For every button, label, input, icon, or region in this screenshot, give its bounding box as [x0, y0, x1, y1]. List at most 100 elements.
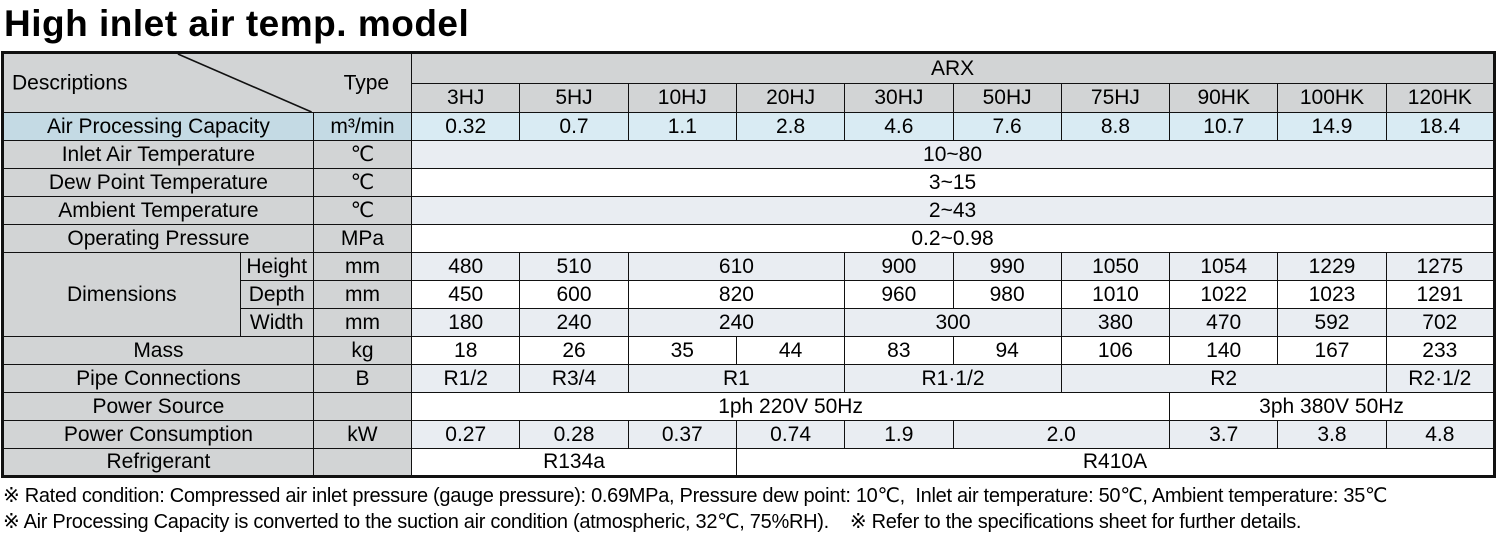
- value-cell: 450: [411, 280, 521, 309]
- value-cell: 3.8: [1277, 420, 1387, 449]
- value-cell: 1275: [1385, 252, 1496, 281]
- value-cell: 990: [952, 252, 1062, 281]
- value-cell: 233: [1385, 336, 1496, 365]
- value-cell: 600: [519, 280, 629, 309]
- value-cell: 0.28: [519, 420, 629, 449]
- page-title: High inlet air temp. model: [4, 3, 470, 44]
- model-header: 30HJ: [844, 83, 954, 113]
- descriptions-label: Descriptions: [12, 71, 128, 95]
- unit-label: B: [312, 364, 413, 393]
- value-cell: 1291: [1385, 280, 1496, 309]
- value-cell: 3ph 380V 50Hz: [1169, 392, 1495, 421]
- unit-label: [312, 392, 413, 421]
- type-label: Type: [343, 71, 390, 95]
- row-label: Inlet Air Temperature: [2, 140, 314, 169]
- model-header: 50HJ: [952, 83, 1062, 113]
- value-cell: 0.2~0.98: [411, 224, 1495, 253]
- value-cell: 0.37: [627, 420, 737, 449]
- value-cell: R1·1/2: [844, 364, 1062, 393]
- value-cell: 3~15: [411, 168, 1495, 197]
- value-cell: 1054: [1169, 252, 1279, 281]
- value-cell: 83: [844, 336, 954, 365]
- value-cell: 2.0: [952, 420, 1171, 449]
- value-cell: 2~43: [411, 196, 1495, 225]
- value-cell: 14.9: [1277, 112, 1387, 141]
- value-cell: R1/2: [411, 364, 521, 393]
- footnote-rated-condition: ※ Rated condition: Compressed air inlet …: [3, 485, 1388, 507]
- value-cell: 980: [952, 280, 1062, 309]
- row-operating-pressure: Operating Pressure MPa 0.2~0.98: [2, 224, 1495, 253]
- value-cell: 0.32: [411, 112, 521, 141]
- value-cell: 300: [844, 308, 1062, 337]
- dimension-sublabel: Height: [239, 252, 314, 281]
- footnote-capacity-conversion: ※ Air Processing Capacity is converted t…: [3, 511, 1302, 533]
- value-cell: 140: [1169, 336, 1279, 365]
- model-header: 10HJ: [627, 83, 737, 113]
- value-cell: 94: [952, 336, 1062, 365]
- model-header: 5HJ: [519, 83, 629, 113]
- value-cell: 592: [1277, 308, 1387, 337]
- model-header: 90HK: [1169, 83, 1279, 113]
- descriptions-type-corner: Descriptions Type: [1, 52, 413, 113]
- value-cell: 900: [844, 252, 954, 281]
- row-label: Pipe Connections: [2, 364, 314, 393]
- value-cell: 1.1: [627, 112, 737, 141]
- dimension-sublabel: Depth: [239, 280, 314, 309]
- value-cell: 1229: [1277, 252, 1387, 281]
- value-cell: R410A: [735, 448, 1496, 477]
- value-cell: 1023: [1277, 280, 1387, 309]
- row-label: Air Processing Capacity: [2, 112, 314, 141]
- row-dimensions-width: Width mm 180 240 240 300 380 470 592 702: [3, 308, 1496, 337]
- value-cell: 4.6: [844, 112, 954, 141]
- row-inlet-air-temperature: Inlet Air Temperature ℃ 10~80: [2, 140, 1495, 169]
- model-header: 75HJ: [1060, 83, 1171, 113]
- value-cell: 18: [411, 336, 521, 365]
- value-cell: 2.8: [735, 112, 846, 141]
- row-label: Ambient Temperature: [2, 196, 314, 225]
- row-dew-point-temperature: Dew Point Temperature ℃ 3~15: [2, 168, 1495, 197]
- row-dimensions-depth: Depth mm 450 600 820 960 980 1010 1022 1023 1291: [3, 280, 1496, 309]
- value-cell: 510: [519, 252, 629, 281]
- value-cell: 0.7: [519, 112, 629, 141]
- row-refrigerant: Refrigerant R134a R410A: [2, 448, 1496, 477]
- value-cell: R2·1/2: [1385, 364, 1496, 393]
- value-cell: 26: [519, 336, 629, 365]
- row-label: Power Consumption: [2, 420, 314, 449]
- value-cell: R3/4: [519, 364, 629, 393]
- value-cell: 0.74: [735, 420, 846, 449]
- model-header: 3HJ: [411, 83, 521, 113]
- row-pipe-connections: Pipe Connections B R1/2 R3/4 R1 R1·1/2 R2 R2·1/…: [2, 364, 1496, 393]
- value-cell: R2: [1060, 364, 1387, 393]
- row-label: Operating Pressure: [2, 224, 314, 253]
- value-cell: 240: [627, 308, 846, 337]
- value-cell: 380: [1060, 308, 1171, 337]
- unit-label: [312, 448, 413, 477]
- value-cell: 820: [627, 280, 846, 309]
- unit-label: ℃: [312, 196, 413, 225]
- value-cell: 8.8: [1060, 112, 1171, 141]
- value-cell: R1: [627, 364, 846, 393]
- value-cell: 18.4: [1385, 112, 1496, 141]
- model-header: 100HK: [1277, 83, 1387, 113]
- value-cell: 480: [411, 252, 521, 281]
- row-mass: Mass kg 18 26 35 44 83 94 106 140 167 233: [2, 336, 1496, 365]
- unit-label: m³/min: [312, 112, 413, 141]
- row-label: Mass: [2, 336, 314, 365]
- arx-group-header: ARX: [411, 51, 1495, 85]
- unit-label: mm: [312, 280, 413, 309]
- unit-label: ℃: [312, 168, 413, 197]
- value-cell: 10.7: [1169, 112, 1279, 141]
- value-cell: 1ph 220V 50Hz: [411, 392, 1171, 421]
- row-ambient-temperature: Ambient Temperature ℃ 2~43: [2, 196, 1495, 225]
- corner-cell: Descriptions Type: [4, 54, 411, 112]
- value-cell: 240: [519, 308, 629, 337]
- footnotes: ※ Rated condition: Compressed air inlet …: [3, 483, 1499, 535]
- value-cell: 167: [1277, 336, 1387, 365]
- unit-label: kW: [312, 420, 413, 449]
- row-label: Dimensions: [2, 252, 241, 337]
- row-power-source: Power Source 1ph 220V 50Hz 3ph 380V 50Hz: [2, 392, 1495, 421]
- row-power-consumption: Power Consumption kW 0.27 0.28 0.37 0.74 1.9 2.…: [2, 420, 1496, 449]
- value-cell: 4.8: [1385, 420, 1496, 449]
- value-cell: 35: [627, 336, 737, 365]
